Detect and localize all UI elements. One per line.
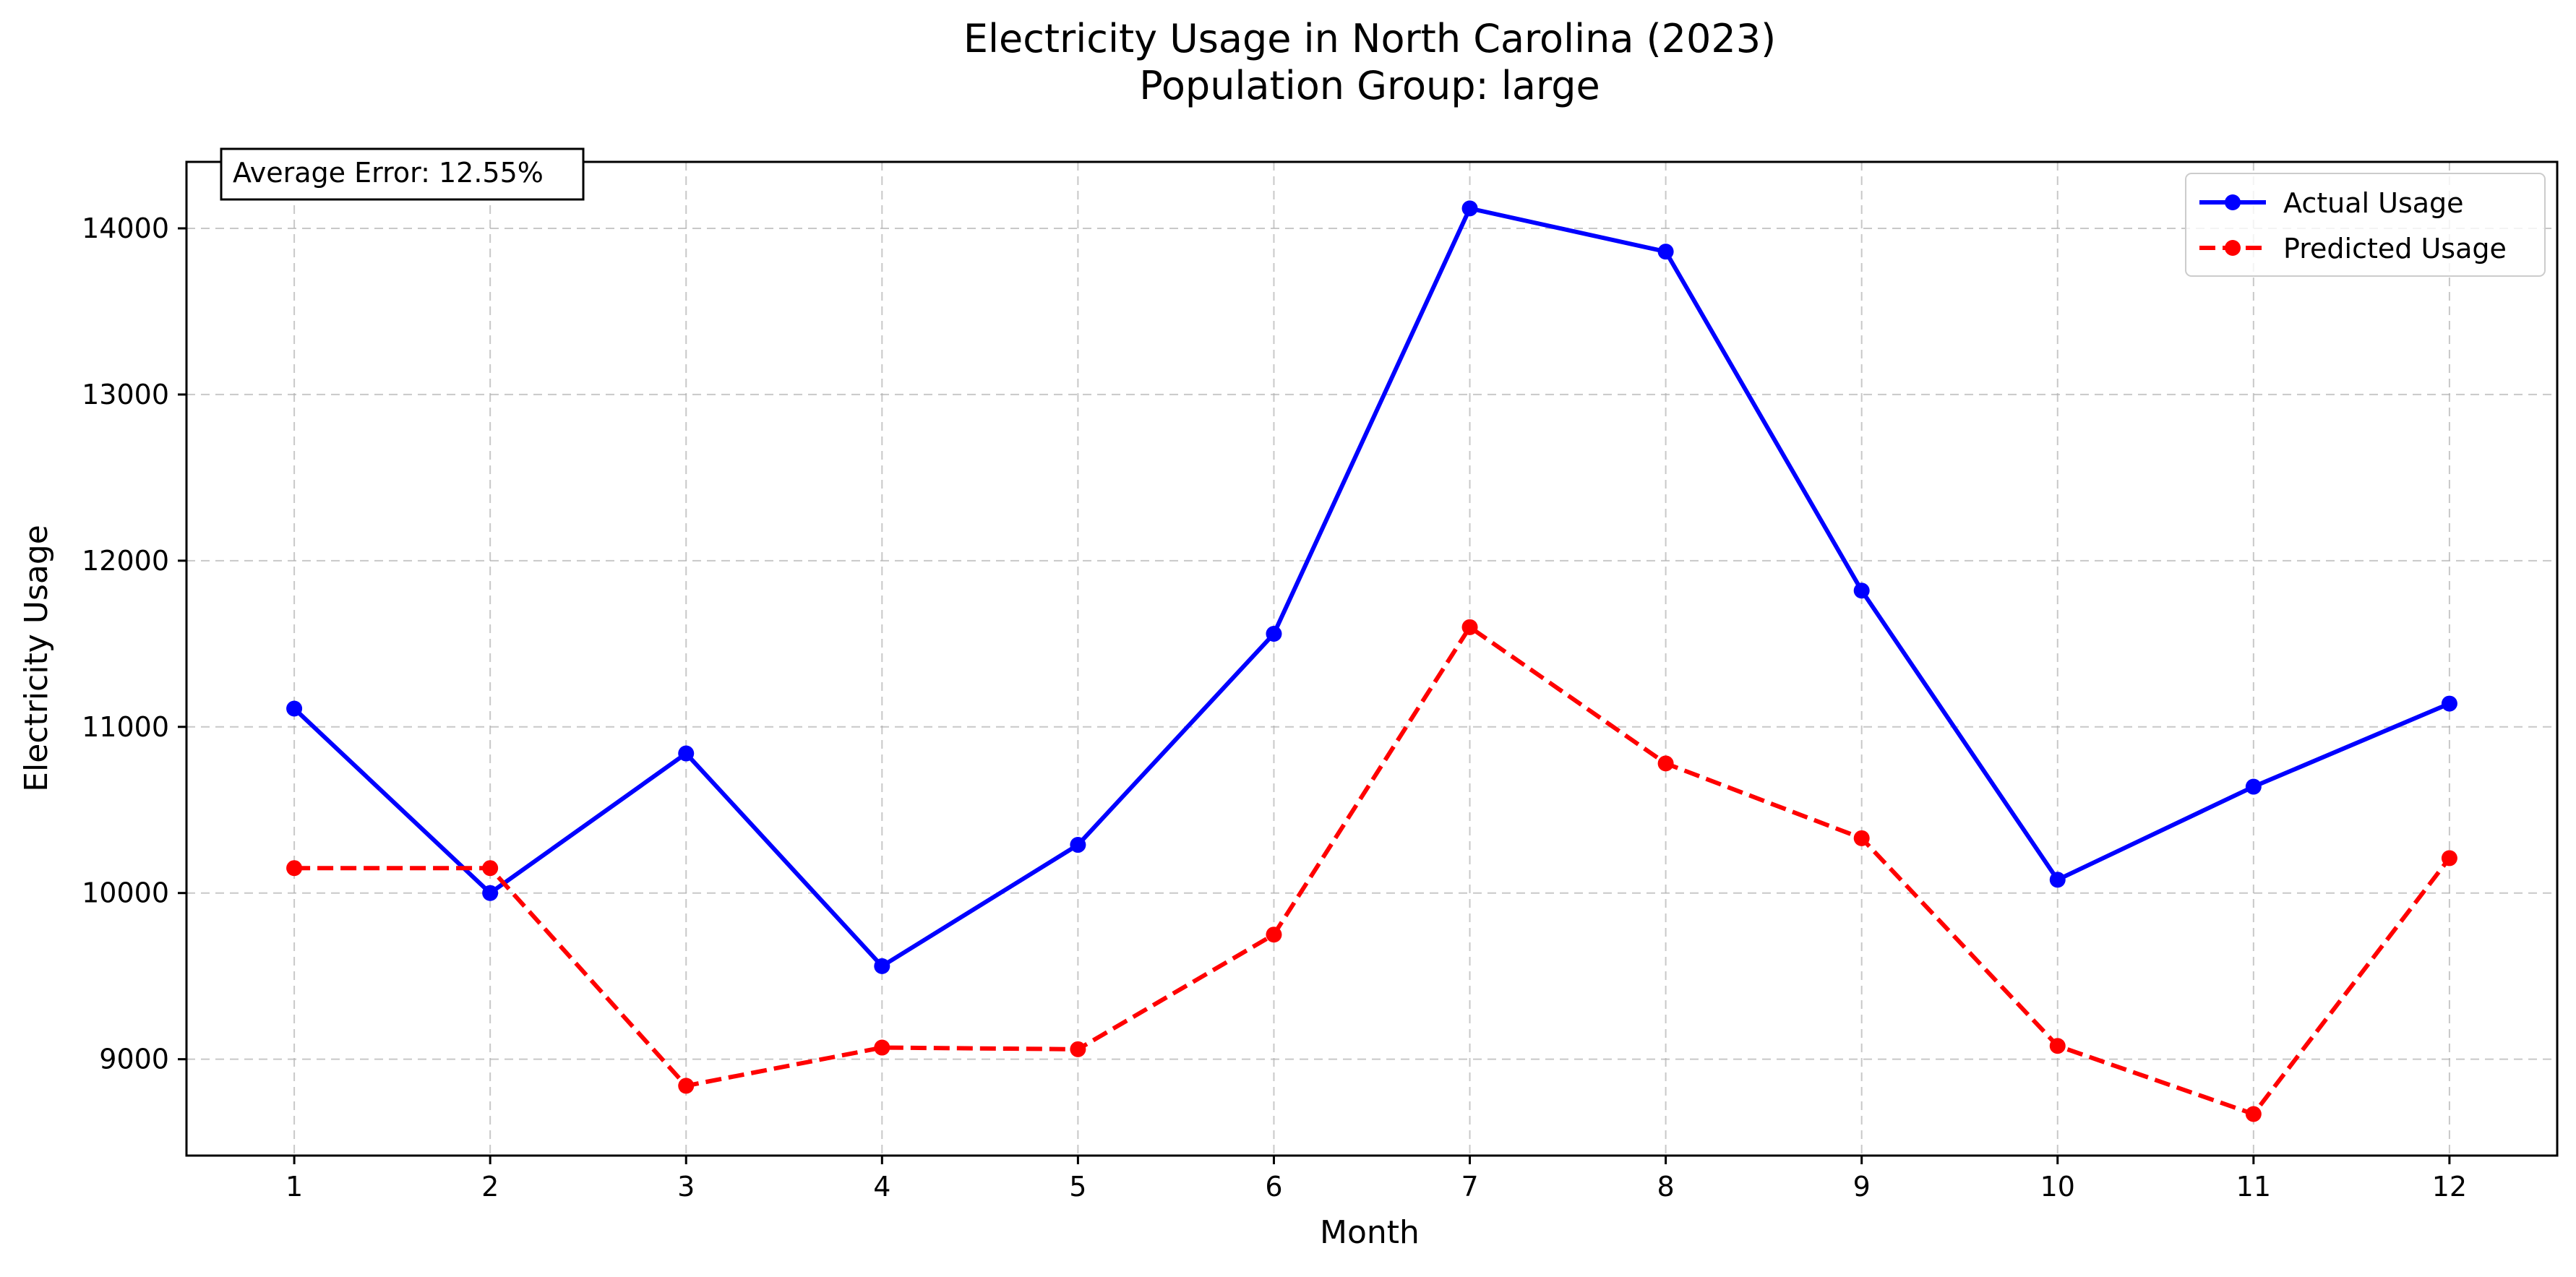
- legend-item-predicted: Predicted Usage: [2199, 233, 2507, 265]
- x-tick-label: 2: [481, 1171, 499, 1203]
- y-tick-label: 10000: [82, 877, 169, 909]
- y-tick-label: 9000: [99, 1044, 169, 1075]
- series-line-actual-usage: [293, 206, 2451, 968]
- grid-layer: [186, 162, 2557, 1156]
- legend-label-predicted: Predicted Usage: [2283, 233, 2507, 265]
- x-tick-label: 7: [1461, 1171, 1478, 1203]
- data-point-actual-usage: [1461, 200, 1478, 217]
- y-tick-label: 11000: [82, 711, 169, 743]
- data-point-actual-usage: [1657, 244, 1674, 260]
- legend-item-actual: Actual Usage: [2199, 187, 2464, 219]
- data-point-actual-usage: [1853, 582, 1870, 599]
- data-point-predicted-usage: [1853, 830, 1870, 846]
- data-point-predicted-usage: [1266, 926, 1282, 943]
- y-axis: 9000 10000 11000 12000 13000 14000: [82, 212, 186, 1075]
- data-point-predicted-usage: [1461, 619, 1478, 635]
- average-error-annotation: Average Error: 12.55%: [220, 147, 585, 201]
- legend: Actual Usage Predicted Usage: [2185, 173, 2546, 277]
- x-tick-label: 3: [677, 1171, 695, 1203]
- data-point-actual-usage: [286, 700, 303, 717]
- x-tick-label: 12: [2432, 1171, 2467, 1203]
- data-point-predicted-usage: [1070, 1041, 1086, 1057]
- x-tick-label: 11: [2236, 1171, 2271, 1203]
- x-axis-label: Month: [1320, 1214, 1420, 1251]
- x-tick-label: 1: [285, 1171, 303, 1203]
- chart-subtitle: Population Group: large: [1139, 63, 1600, 108]
- legend-marker-actual: [2225, 194, 2241, 210]
- data-point-actual-usage: [482, 885, 499, 901]
- data-point-predicted-usage: [2049, 1038, 2066, 1054]
- y-tick-label: 12000: [82, 545, 169, 577]
- x-axis: 1 2 3 4 5 6 7 8 9 10 11 12: [285, 1156, 2467, 1203]
- legend-marker-predicted: [2225, 240, 2241, 256]
- data-point-actual-usage: [1266, 626, 1282, 642]
- plot-frame: [185, 160, 2559, 1157]
- x-tick-label: 9: [1853, 1171, 1871, 1203]
- series-layer: [286, 200, 2457, 1122]
- data-point-predicted-usage: [874, 1039, 890, 1056]
- annotation-box: [220, 147, 585, 201]
- x-tick-label: 4: [873, 1171, 890, 1203]
- x-tick-label: 10: [2040, 1171, 2075, 1203]
- data-point-actual-usage: [678, 745, 695, 762]
- data-point-actual-usage: [2049, 872, 2066, 888]
- y-tick-label: 14000: [82, 212, 169, 244]
- chart-title: Electricity Usage in North Carolina (202…: [963, 16, 1776, 61]
- data-point-predicted-usage: [678, 1078, 695, 1094]
- x-tick-label: 5: [1069, 1171, 1086, 1203]
- data-point-predicted-usage: [1657, 755, 1674, 772]
- legend-box: [2185, 173, 2546, 277]
- x-tick-label: 6: [1265, 1171, 1282, 1203]
- y-tick-label: 13000: [82, 379, 169, 410]
- data-point-predicted-usage: [286, 860, 303, 877]
- data-point-actual-usage: [2245, 778, 2262, 795]
- data-point-actual-usage: [2441, 695, 2457, 712]
- data-point-predicted-usage: [2245, 1106, 2262, 1122]
- data-point-predicted-usage: [2441, 850, 2457, 867]
- x-tick-label: 8: [1657, 1171, 1675, 1203]
- data-point-actual-usage: [874, 958, 890, 974]
- data-point-predicted-usage: [482, 860, 499, 877]
- legend-label-actual: Actual Usage: [2283, 187, 2464, 219]
- series-line-predicted-usage: [294, 624, 2452, 1117]
- data-point-actual-usage: [1070, 837, 1086, 854]
- annotation-text: Average Error: 12.55%: [233, 157, 544, 189]
- y-axis-label: Electricity Usage: [18, 525, 55, 792]
